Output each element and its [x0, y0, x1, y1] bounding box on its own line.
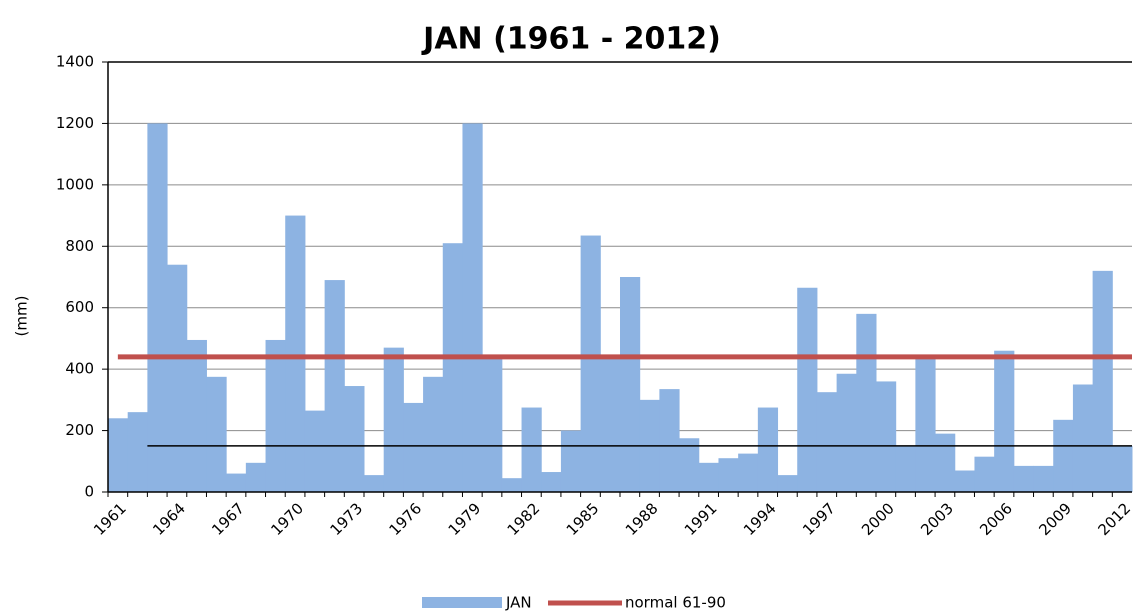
bar — [324, 280, 345, 492]
x-tick-label: 1979 — [445, 499, 485, 539]
chart-title: JAN (1961 - 2012) — [421, 22, 721, 57]
bar — [127, 412, 148, 492]
bar — [836, 373, 857, 492]
bar — [1112, 445, 1133, 492]
x-tick-label: 2006 — [976, 499, 1016, 539]
y-tick-label: 0 — [84, 483, 94, 501]
y-tick-label: 1400 — [56, 53, 94, 71]
y-tick-label: 1000 — [56, 175, 94, 193]
bar — [285, 215, 306, 493]
bar — [895, 445, 916, 492]
bar — [541, 472, 562, 492]
bar — [1072, 384, 1094, 492]
y-tick-label: 200 — [65, 421, 94, 439]
bar — [108, 418, 129, 492]
bar — [797, 287, 818, 492]
x-tick-label: 2012 — [1094, 499, 1134, 539]
x-tick-label: 2003 — [917, 499, 957, 539]
bar — [856, 313, 877, 492]
bar — [816, 392, 838, 492]
x-tick-label: 2009 — [1035, 499, 1075, 539]
legend-swatch — [422, 597, 502, 608]
bar — [560, 430, 582, 492]
bar — [698, 462, 719, 492]
bar — [974, 456, 995, 492]
bar — [1013, 465, 1035, 492]
bar — [659, 389, 680, 492]
bar — [876, 381, 897, 492]
x-tick-label: 1961 — [90, 499, 130, 539]
bar — [442, 243, 463, 492]
bar — [186, 339, 207, 492]
bar — [423, 376, 444, 492]
y-tick-label: 400 — [65, 360, 94, 378]
bar — [600, 358, 621, 492]
bar — [167, 264, 188, 492]
x-tick-label: 1964 — [149, 499, 189, 539]
y-axis-label: (mm) — [13, 296, 31, 337]
x-tick-label: 1994 — [740, 499, 780, 539]
bar — [403, 402, 424, 492]
y-tick-label: 1200 — [56, 114, 94, 132]
x-tick-label: 1967 — [208, 499, 248, 539]
bar — [462, 123, 483, 492]
bar — [1053, 419, 1074, 492]
bar — [521, 407, 542, 492]
bar — [383, 347, 404, 492]
y-tick-label: 800 — [65, 237, 94, 255]
x-tick-label: 2000 — [858, 499, 898, 539]
bar — [1092, 270, 1113, 492]
legend-label: normal 61-90 — [625, 594, 726, 612]
bar — [245, 462, 267, 492]
bar — [304, 410, 326, 492]
bar — [718, 458, 739, 492]
x-tick-label: 1982 — [504, 499, 544, 539]
bar — [738, 453, 759, 492]
bar — [757, 407, 779, 492]
x-tick-label: 1985 — [563, 499, 603, 539]
y-tick-label: 600 — [65, 298, 94, 316]
x-tick-label: 1970 — [267, 499, 307, 539]
bar — [915, 356, 936, 492]
x-tick-label: 1991 — [681, 499, 721, 539]
x-tick-label: 1976 — [386, 499, 426, 539]
bar — [935, 433, 956, 492]
x-tick-label: 1997 — [799, 499, 839, 539]
bar — [364, 475, 385, 492]
legend-label: JAN — [505, 594, 532, 612]
bar — [777, 475, 798, 492]
bar — [482, 358, 503, 492]
bar — [344, 386, 365, 492]
bar — [994, 350, 1015, 492]
bar — [620, 277, 641, 492]
x-tick-label: 1973 — [326, 499, 366, 539]
bar — [954, 470, 975, 492]
bar — [226, 473, 247, 492]
bar — [679, 438, 700, 492]
bar — [206, 376, 227, 492]
x-tick-label: 1988 — [622, 499, 662, 539]
bar — [501, 478, 523, 492]
bar — [1033, 465, 1054, 492]
bar — [265, 339, 286, 492]
bar — [147, 123, 168, 492]
bar — [580, 235, 601, 493]
